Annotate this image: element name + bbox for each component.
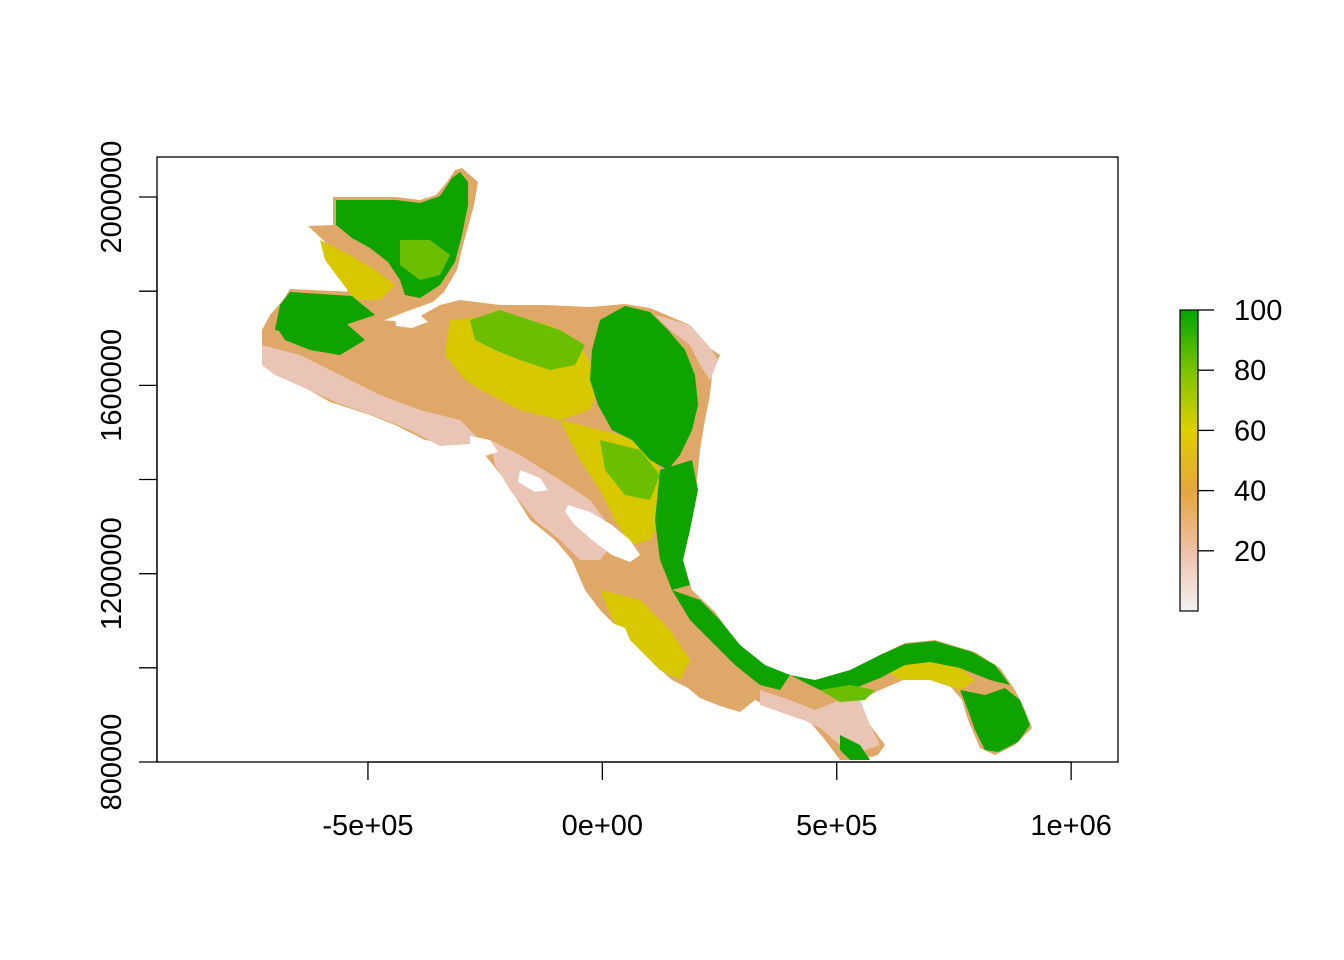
panama-central: [820, 685, 875, 702]
guatemala-verapaz: [400, 240, 450, 280]
x-axis: -5e+05 0e+00 5e+05 1e+06: [322, 761, 1112, 842]
panama-west-forest: [790, 641, 1010, 690]
lake-managua: [518, 470, 548, 492]
x-tick-label: -5e+05: [322, 810, 413, 842]
panama-pacific-plain: [760, 690, 880, 752]
y-tick-label: 2000000: [96, 141, 128, 254]
mosquitia-forest: [590, 306, 698, 470]
costa-rica-forest: [672, 590, 790, 690]
y-axis: 800000 1200000 1600000 2000000: [96, 141, 158, 811]
legend-tick-label: 100: [1234, 295, 1282, 327]
legend-color-bar: [1180, 310, 1198, 611]
water-bodies: [395, 315, 640, 640]
x-tick-label: 5e+05: [796, 810, 877, 842]
guatemala-highlands-mid: [320, 240, 395, 300]
legend-tick-label: 80: [1234, 355, 1266, 387]
lake-nicaragua: [565, 505, 640, 562]
land-upper-mid-layer: [400, 240, 875, 702]
nicaragua-central: [600, 440, 660, 500]
x-tick-label: 1e+06: [1030, 810, 1111, 842]
y-tick-label: 1600000: [96, 329, 128, 442]
honduras-east-coast: [655, 315, 718, 380]
guatemala-south-forest: [275, 312, 365, 355]
gulf-of-fonseca: [470, 436, 498, 456]
legend-frame: [1179, 309, 1199, 612]
color-legend: 20 40 60 80 100: [1179, 295, 1282, 612]
nicoya-gulf: [610, 622, 630, 640]
panama-south-forest: [840, 735, 870, 760]
y-tick-label: 800000: [96, 714, 128, 811]
honduras-highlands: [470, 310, 585, 370]
legend-tick-label: 20: [1234, 536, 1266, 568]
x-tick-label: 0e+00: [562, 810, 643, 842]
pacific-coast-lowlands: [262, 345, 480, 446]
caribbean-nicaragua-forest: [655, 460, 698, 590]
legend-ticks: 20 40 60 80 100: [1198, 295, 1282, 568]
legend-tick-label: 60: [1234, 415, 1266, 447]
y-tick-label: 1200000: [96, 517, 128, 630]
costa-rica-mid: [600, 590, 690, 680]
lake-izabal: [395, 315, 428, 328]
legend-tick-label: 40: [1234, 476, 1266, 508]
forest-cover-raster: [262, 168, 1032, 760]
darien-forest: [960, 688, 1030, 752]
